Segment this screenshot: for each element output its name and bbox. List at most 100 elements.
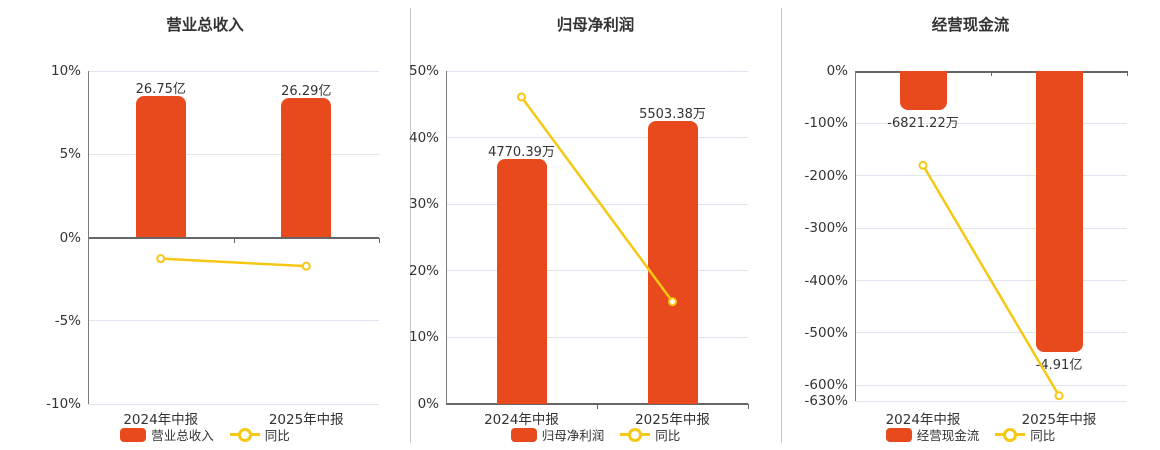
x-axis-tick (748, 404, 749, 409)
y-axis-tick-label: 5% (59, 146, 81, 163)
gridline (855, 280, 1127, 282)
y-axis-tick-label: -500% (804, 324, 848, 341)
legend-item-yoy-series[interactable]: 同比 (620, 425, 680, 444)
x-axis-label-2024: 2024年中报 (885, 412, 961, 428)
legend: 经营现金流 同比 (781, 425, 1160, 444)
gridline (855, 122, 1127, 124)
y-axis-tick-label: -5% (54, 312, 81, 329)
line-series-swatch-icon (620, 427, 651, 442)
bar-2025[interactable] (1035, 71, 1083, 352)
yoy-line (160, 257, 307, 268)
legend-item-bar-series[interactable]: 经营现金流 (885, 425, 980, 444)
yoy-marker-2024[interactable] (156, 254, 166, 264)
panel-divider (410, 8, 411, 443)
gridline (855, 332, 1127, 334)
y-axis-tick-label: 50% (408, 63, 439, 79)
yoy-marker-2024[interactable] (918, 160, 928, 170)
gridline (855, 227, 1127, 229)
y-axis-line (855, 71, 856, 401)
yoy-series-label: 同比 (655, 428, 681, 443)
x-axis-tick (1127, 71, 1128, 76)
y-axis-tick-label: 0% (826, 63, 848, 79)
bar-series-swatch-icon (510, 427, 537, 442)
gridline (88, 320, 379, 322)
chart-panel-operating-cash-flow: 经营现金流 0% -100% -200% -300% -400% -500% -600% -6… (781, 0, 1160, 450)
y-axis-tick-label: -300% (804, 220, 848, 237)
x-axis-tick (991, 71, 992, 76)
y-axis-tick-label: -630% (804, 393, 848, 409)
y-axis-tick-label: -10% (46, 396, 81, 412)
y-axis-line (88, 71, 89, 404)
y-axis-tick-label: -400% (804, 272, 848, 289)
gridline (446, 203, 748, 205)
legend: 营业总收入 同比 (0, 425, 410, 444)
plot-area-operating-cash-flow: 0% -100% -200% -300% -400% -500% -600% -630% -68… (805, 63, 1128, 409)
chart-title: 经营现金流 (931, 16, 1010, 34)
yoy-marker-2025[interactable] (301, 261, 311, 271)
bar-series-label: 营业总收入 (151, 428, 214, 443)
bar-value-label-2025: 26.29亿 (281, 84, 332, 100)
yoy-series-label: 同比 (264, 428, 290, 443)
bar-value-label-2025: -4.91亿 (1035, 357, 1083, 373)
bar-2024[interactable] (496, 158, 547, 404)
chart-title: 营业总收入 (166, 16, 244, 34)
x-axis-label-2025: 2025年中报 (268, 412, 344, 428)
gridline (88, 403, 379, 405)
bar-value-label-2025: 5503.38万 (639, 106, 706, 122)
bar-series-label: 经营现金流 (916, 428, 980, 443)
bar-series-swatch-icon (120, 427, 147, 442)
bar-value-label-2024: 26.75亿 (135, 81, 186, 97)
gridline (446, 137, 748, 139)
gridline (446, 71, 748, 72)
legend-item-yoy-series[interactable]: 同比 (229, 425, 290, 444)
y-axis-tick-label: 30% (408, 196, 439, 213)
legend-item-bar-series[interactable]: 营业总收入 (120, 425, 214, 444)
x-axis-label-2024: 2024年中报 (484, 412, 559, 428)
bar-series-label: 归母净利润 (541, 428, 605, 443)
gridline (855, 384, 1127, 386)
bar-value-label-2024: 4770.39万 (488, 144, 555, 160)
plot-area-net-profit: 50% 40% 30% 20% 10% 0% 4770.39万 5503.38万 (409, 63, 749, 412)
bar-2024[interactable] (135, 95, 186, 238)
gridline (446, 270, 748, 272)
y-axis-tick-label: 10% (50, 63, 81, 79)
gridline (88, 153, 379, 155)
y-axis-tick-label: -600% (804, 377, 848, 394)
line-series-swatch-icon (995, 427, 1026, 442)
legend-item-yoy-series[interactable]: 同比 (995, 425, 1055, 444)
bar-2025[interactable] (647, 120, 698, 404)
bar-2024[interactable] (899, 71, 947, 110)
yoy-marker-2025[interactable] (1054, 391, 1064, 401)
yoy-series-label: 同比 (1030, 428, 1056, 443)
y-axis-tick-label: 10% (408, 329, 439, 346)
gridline (855, 175, 1127, 177)
panel-divider (781, 8, 782, 443)
x-axis-tick (379, 237, 380, 243)
line-series-swatch-icon (229, 427, 260, 442)
x-axis-tick (233, 237, 235, 243)
x-axis-label-2025: 2025年中报 (635, 412, 710, 428)
gridline (88, 71, 379, 72)
x-axis-label-2025: 2025年中报 (1021, 412, 1097, 428)
y-axis-tick-label: -200% (804, 167, 848, 184)
gridline (855, 400, 1127, 402)
y-axis-line (446, 71, 447, 404)
chart-panel-revenue: 营业总收入 10% 5% 0% -5% -10% 26.75亿 26.29亿 2024年中报… (0, 0, 410, 450)
chart-panel-net-profit: 归母净利润 50% 40% 30% 20% 10% 0% 4770.39万 5503.38万 … (409, 0, 781, 450)
y-axis-tick-label: 0% (417, 396, 439, 412)
bar-series-swatch-icon (885, 427, 912, 442)
legend-item-bar-series[interactable]: 归母净利润 (510, 425, 605, 444)
y-axis-tick-label: 20% (408, 262, 439, 279)
y-axis-tick-label: -100% (804, 115, 848, 132)
x-axis-tick (597, 404, 598, 409)
y-axis-tick-label: 40% (408, 129, 439, 146)
gridline (446, 336, 748, 338)
bar-value-label-2024: -6821.22万 (887, 115, 959, 131)
bar-2025[interactable] (281, 98, 332, 238)
y-axis-tick-label: 0% (59, 229, 81, 246)
plot-area-revenue: 10% 5% 0% -5% -10% 26.75亿 26.29亿 (46, 63, 380, 412)
legend: 归母净利润 同比 (410, 425, 781, 444)
yoy-marker-2024[interactable] (517, 92, 526, 102)
x-axis-label-2024: 2024年中报 (123, 412, 199, 428)
